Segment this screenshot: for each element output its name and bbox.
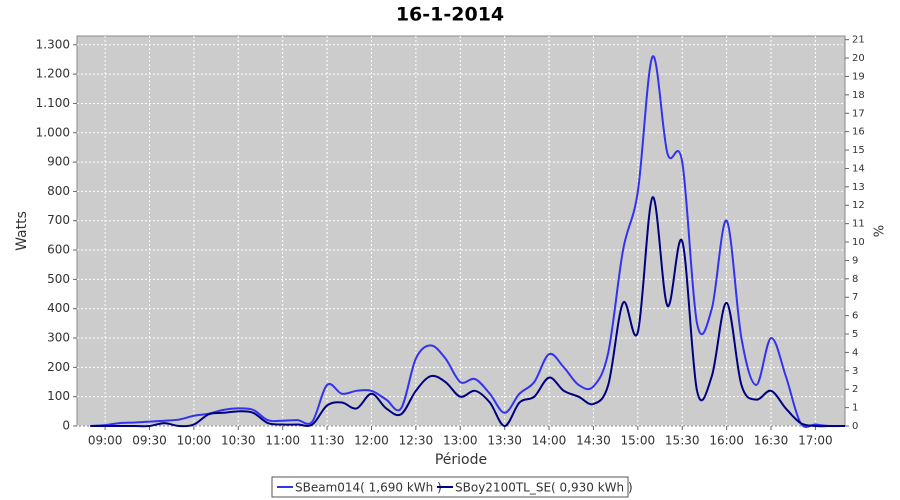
x-tick-label: 15:30 (665, 434, 700, 448)
x-tick-label: 10:30 (221, 434, 256, 448)
y2-tick-label: 15 (852, 145, 865, 156)
x-tick-label: 10:00 (177, 434, 212, 448)
x-tick-label: 15:00 (621, 434, 656, 448)
y2-tick-label: 6 (852, 311, 858, 322)
x-tick-label: 11:00 (265, 434, 300, 448)
y2-tick-label: 20 (852, 53, 865, 64)
x-tick-label: 12:00 (354, 434, 389, 448)
y-tick-label: 800 (47, 184, 70, 198)
x-tick-label: 13:30 (487, 434, 522, 448)
y2-tick-label: 14 (852, 163, 865, 174)
y2-axis-label: % (873, 225, 888, 237)
y-tick-label: 300 (47, 331, 70, 345)
y-tick-label: 400 (47, 301, 70, 315)
x-tick-label: 12:30 (399, 434, 434, 448)
y-tick-label: 100 (47, 389, 70, 403)
chart-title: 16-1-2014 (396, 4, 504, 26)
y2-tick-label: 11 (852, 219, 865, 230)
y2-tick-label: 17 (852, 108, 865, 119)
series-line (90, 196, 845, 428)
y2-tick-label: 2 (852, 384, 858, 395)
x-tick-label: 09:00 (88, 434, 123, 448)
y2-tick-label: 18 (852, 90, 865, 101)
y2-tick-label: 7 (852, 292, 858, 303)
y-tick-label: 700 (47, 213, 70, 227)
x-tick-label: 14:30 (576, 434, 611, 448)
y2-tick-label: 21 (852, 35, 865, 46)
x-tick-label: 14:00 (532, 434, 567, 448)
x-tick-label: 13:00 (443, 434, 478, 448)
y2-tick-label: 16 (852, 127, 865, 138)
y-tick-label: 1.200 (36, 67, 70, 81)
y-tick-label: 200 (47, 360, 70, 374)
y2-tick-label: 3 (852, 366, 858, 377)
x-tick-label: 16:30 (754, 434, 789, 448)
x-tick-label: 11:30 (310, 434, 345, 448)
legend-label: SBeam014( 1,690 kWh ) (295, 481, 442, 495)
y2-tick-label: 9 (852, 255, 858, 266)
y2-tick-label: 0 (852, 421, 858, 432)
x-tick-label: 17:00 (798, 434, 833, 448)
series-line (90, 55, 846, 428)
y-tick-label: 900 (47, 155, 70, 169)
y-tick-label: 600 (47, 243, 70, 257)
y2-tick-label: 19 (852, 71, 865, 82)
y-tick-label: 1.300 (36, 37, 70, 51)
plot-area (76, 35, 846, 427)
y2-tick-label: 5 (852, 329, 858, 340)
y2-tick-label: 13 (852, 182, 865, 193)
y2-tick-label: 4 (852, 347, 858, 358)
y2-tick-label: 1 (852, 403, 858, 414)
legend-label: SBoy2100TL_SE( 0,930 kWh ) (455, 481, 633, 495)
y2-tick-label: 10 (852, 237, 865, 248)
y-tick-label: 1.000 (36, 125, 70, 139)
x-tick-label: 09:30 (132, 434, 167, 448)
y-tick-label: 500 (47, 272, 70, 286)
y-tick-label: 1.100 (36, 96, 70, 110)
y2-tick-label: 12 (852, 200, 865, 211)
x-tick-label: 16:00 (709, 434, 744, 448)
x-axis-label: Période (435, 452, 487, 468)
y-tick-label: 0 (62, 419, 70, 433)
y2-tick-label: 8 (852, 274, 858, 285)
y-axis-label: Watts (14, 211, 30, 251)
